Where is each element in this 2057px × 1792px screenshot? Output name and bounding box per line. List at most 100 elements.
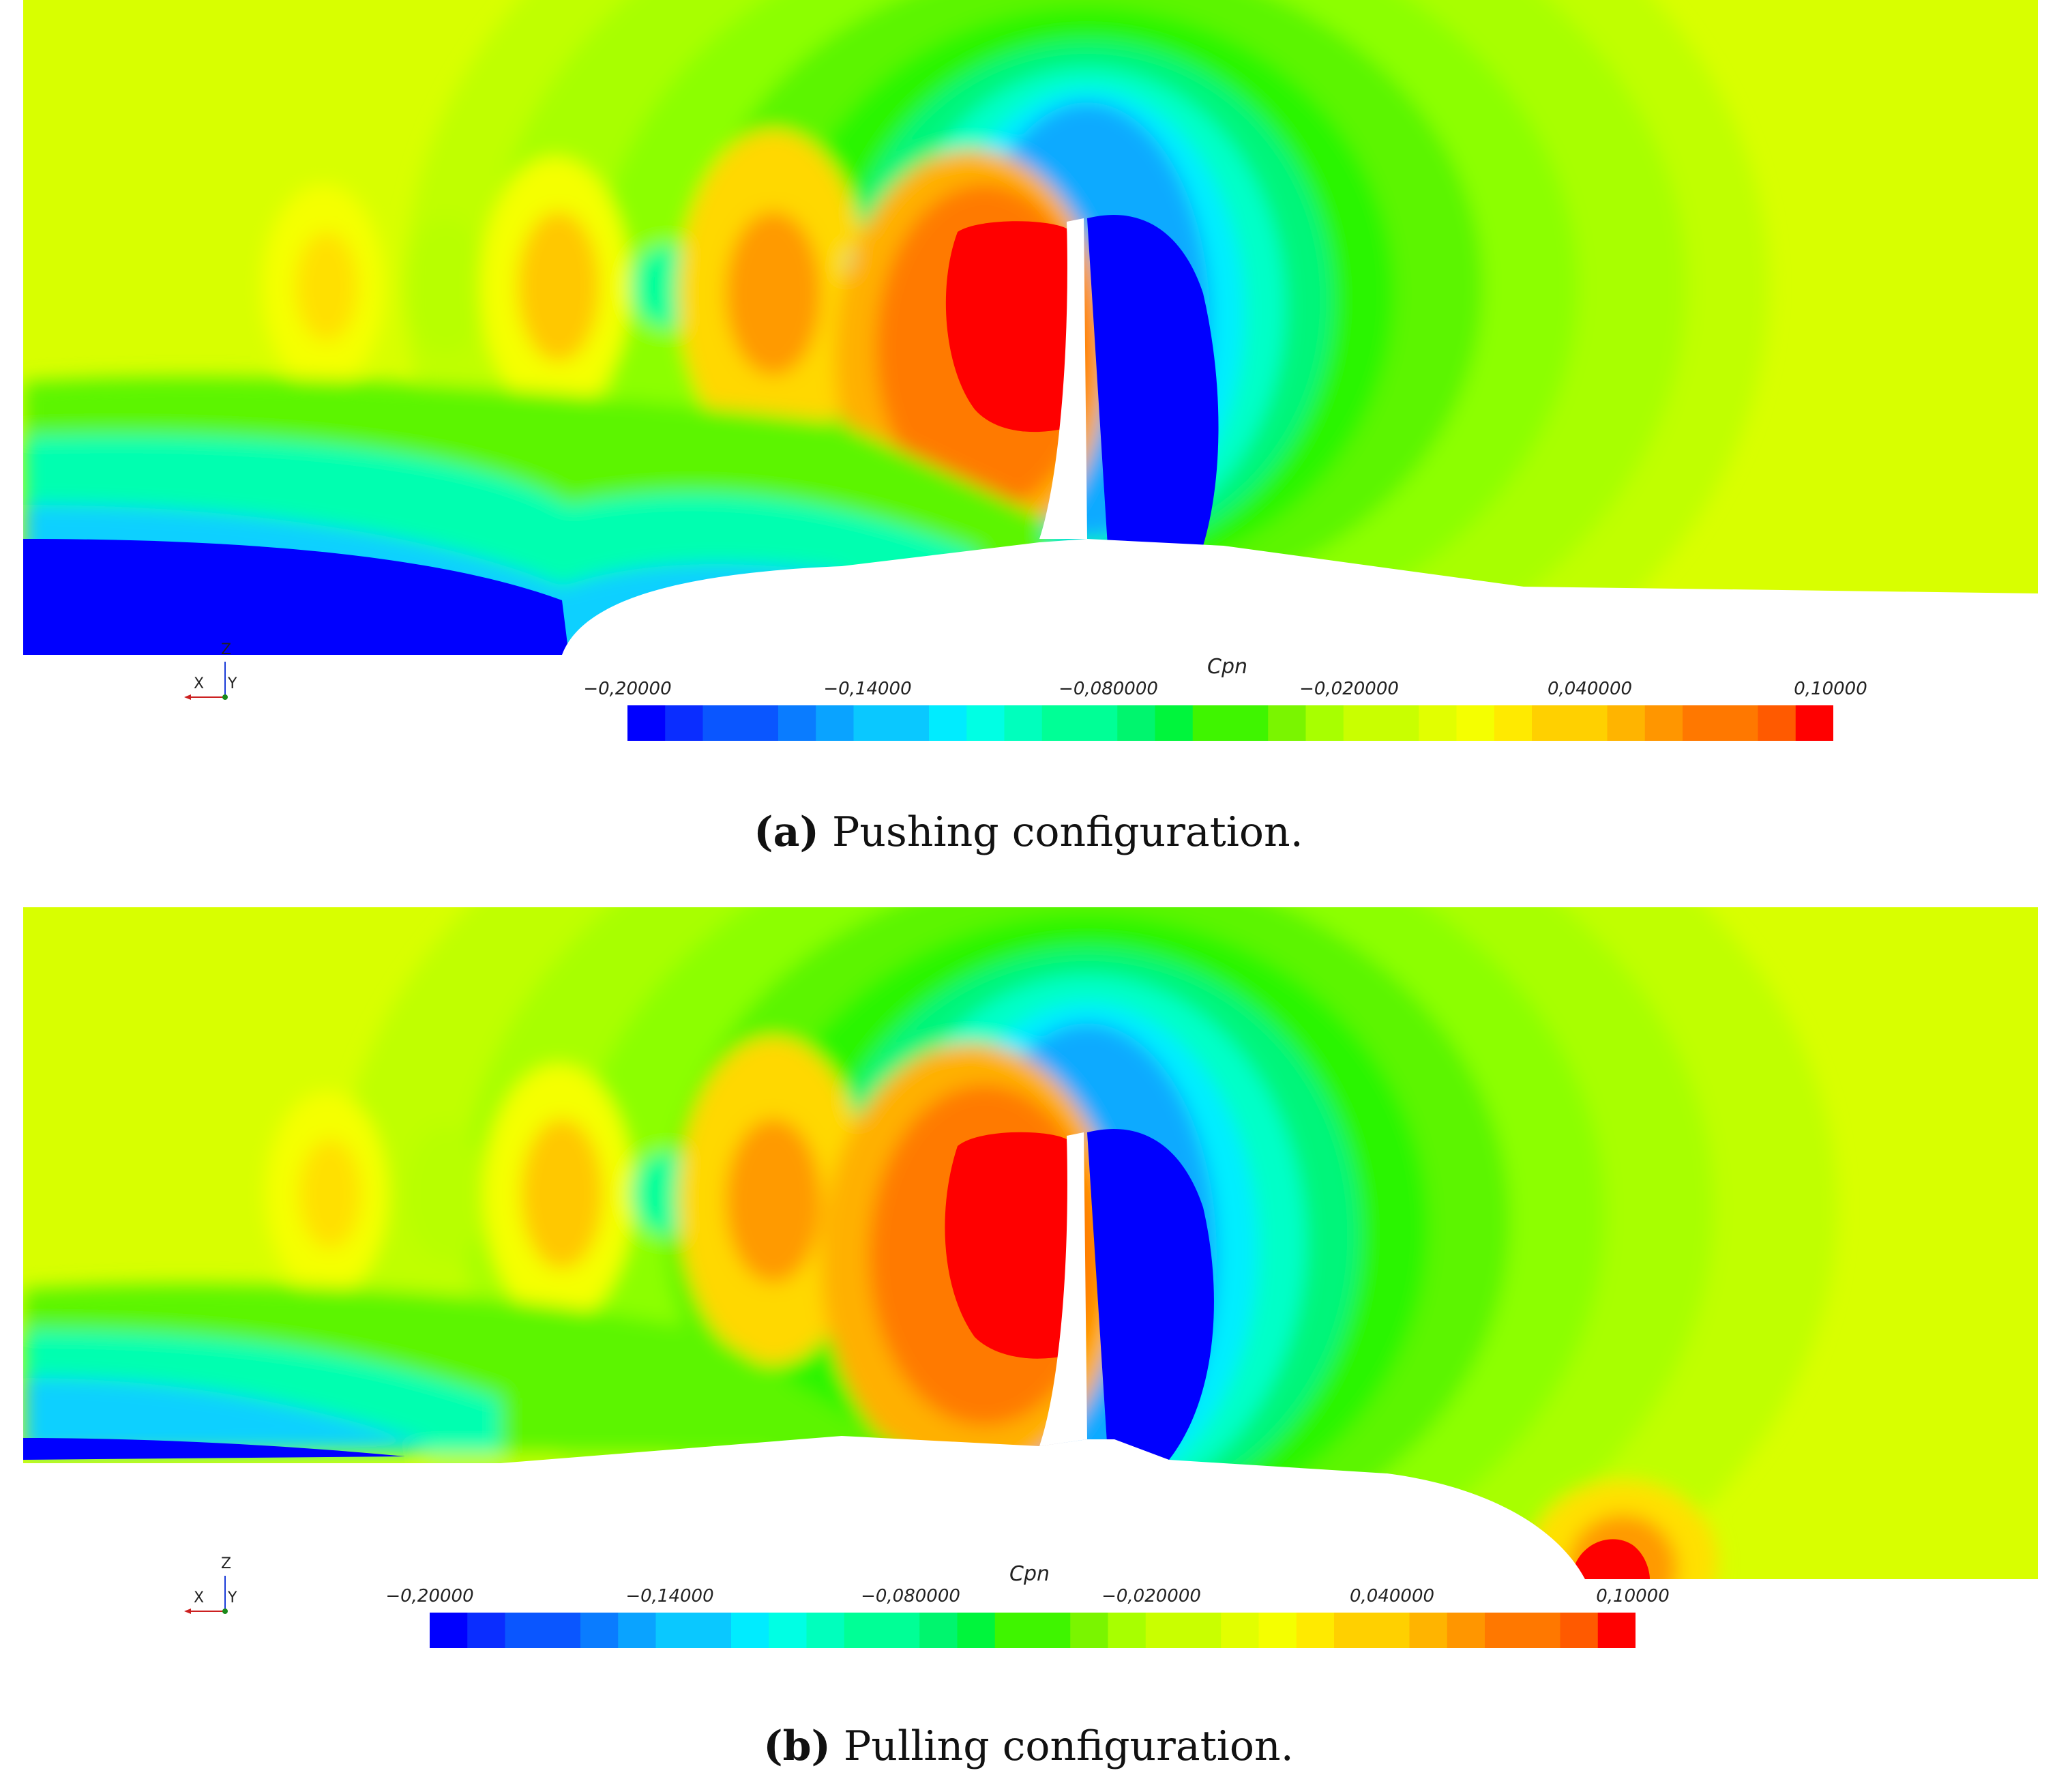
colorbar-swatch: [656, 1613, 694, 1648]
colorbar-swatch: [1419, 705, 1457, 741]
wake-cell: [726, 211, 821, 375]
colorbar-swatch: [1117, 705, 1155, 741]
colorbar-swatch: [1381, 705, 1419, 741]
colorbar-swatch: [882, 1613, 920, 1648]
colorbar-swatch: [807, 1613, 845, 1648]
colorbar-tick: −0,14000: [823, 679, 911, 699]
colorbar-swatch: [958, 1613, 996, 1648]
wake-cell: [726, 1119, 821, 1282]
colorbar-b: [430, 1613, 1636, 1648]
colorbar-swatch: [505, 1613, 544, 1648]
colorbar-tick: 0,040000: [1350, 1586, 1434, 1606]
colorbar-swatch: [769, 1613, 807, 1648]
colorbar-swatch: [778, 705, 816, 741]
colorbar-swatch: [1560, 1613, 1599, 1648]
colorbar-tick: 0,040000: [1548, 679, 1632, 699]
colorbar-tick: −0,020000: [1101, 1586, 1201, 1606]
colorbar-tick: −0,20000: [583, 679, 671, 699]
colorbar-swatch: [1108, 1613, 1146, 1648]
colorbar-swatch: [1457, 705, 1495, 741]
axis-z-label: Z: [221, 1555, 231, 1572]
caption-a: (a) Pushing configuration.: [0, 808, 2057, 856]
axis-z-label: Z: [221, 641, 231, 658]
colorbar-swatch: [1683, 705, 1721, 741]
contour-field-a: [23, 0, 2038, 655]
axis-y-label: Y: [228, 675, 237, 692]
colorbar-swatch: [1532, 705, 1570, 741]
colorbar-swatch: [1447, 1613, 1485, 1648]
colorbar-swatch: [1796, 705, 1833, 741]
panel-b: Z X Y Cpn −0,20000 −0,14000 −0,080000 −0…: [0, 907, 2057, 1792]
colorbar-swatch: [1608, 705, 1646, 741]
axis-x-label: X: [194, 675, 204, 692]
colorbar-swatch: [703, 705, 741, 741]
colorbar-swatch: [1268, 705, 1306, 741]
colorbar-swatch: [1297, 1613, 1335, 1648]
colorbar-swatch: [1033, 1613, 1071, 1648]
colorbar-swatch: [1645, 705, 1683, 741]
colorbar-swatch: [1042, 705, 1080, 741]
colorbar-swatch: [580, 1613, 619, 1648]
colorbar-swatch: [1183, 1613, 1222, 1648]
colorbar-swatch: [618, 1613, 656, 1648]
colorbar-title-b: Cpn: [1009, 1562, 1050, 1586]
colorbar-swatch: [430, 1613, 468, 1648]
wake-cell: [405, 1126, 487, 1262]
colorbar-swatch: [995, 1613, 1033, 1648]
colorbar-tick: −0,080000: [861, 1586, 960, 1606]
wake-cell: [299, 1139, 361, 1248]
colorbar-swatch: [543, 1613, 581, 1648]
colorbar-swatch: [1720, 705, 1758, 741]
colorbar-tick: −0,14000: [625, 1586, 713, 1606]
colorbar-swatch: [1080, 705, 1118, 741]
colorbar-title-a: Cpn: [1207, 655, 1247, 679]
caption-letter: (b): [763, 1722, 831, 1770]
colorbar-tick: −0,080000: [1059, 679, 1158, 699]
colorbar-swatch: [1230, 705, 1269, 741]
colorbar-swatch: [1569, 705, 1608, 741]
colorbar-swatch: [816, 705, 854, 741]
colorbar-swatch: [919, 1613, 958, 1648]
colorbar-swatch: [741, 705, 779, 741]
colorbar-tick: 0,10000: [1794, 679, 1867, 699]
wake-cell: [518, 211, 600, 362]
colorbar-swatch: [1494, 705, 1533, 741]
caption-letter: (a): [754, 808, 819, 856]
colorbar-swatch: [966, 705, 1005, 741]
wake-cell: [405, 218, 487, 355]
colorbar-swatch: [1005, 705, 1043, 741]
colorbar-swatch: [854, 705, 892, 741]
contour-field-b: [23, 907, 2038, 1579]
colorbar-swatch: [1221, 1613, 1259, 1648]
caption-b: (b) Pulling configuration.: [0, 1722, 2057, 1770]
axis-y-label: Y: [228, 1589, 237, 1606]
colorbar-swatch: [1410, 1613, 1448, 1648]
axis-x-label: X: [194, 1589, 204, 1606]
colorbar-swatch: [929, 705, 967, 741]
wake-cell: [521, 1119, 603, 1269]
colorbar-swatch: [1598, 1613, 1636, 1648]
colorbar-swatch: [627, 705, 666, 741]
colorbar-swatch: [731, 1613, 769, 1648]
panel-a: Z X Y Cpn −0,20000 −0,14000 −0,080000 −0…: [0, 0, 2057, 880]
colorbar-swatch: [1259, 1613, 1297, 1648]
colorbar-swatch: [1372, 1613, 1410, 1648]
colorbar-swatch: [665, 705, 703, 741]
caption-text: Pushing configuration.: [832, 808, 1303, 856]
colorbar-swatch: [1070, 1613, 1108, 1648]
colorbar-swatch: [1758, 705, 1796, 741]
colorbar-swatch: [1334, 1613, 1372, 1648]
colorbar-swatch: [1344, 705, 1382, 741]
colorbar-swatch: [694, 1613, 732, 1648]
wake-cell: [296, 232, 357, 341]
colorbar-swatch: [844, 1613, 883, 1648]
colorbar-swatch: [1522, 1613, 1560, 1648]
colorbar-a: [627, 705, 1833, 741]
colorbar-swatch: [1485, 1613, 1523, 1648]
colorbar-tick: −0,020000: [1299, 679, 1399, 699]
colorbar-swatch: [1155, 705, 1194, 741]
colorbar-swatch: [1146, 1613, 1184, 1648]
colorbar-swatch: [891, 705, 930, 741]
colorbar-tick: 0,10000: [1596, 1586, 1670, 1606]
colorbar-swatch: [1193, 705, 1231, 741]
